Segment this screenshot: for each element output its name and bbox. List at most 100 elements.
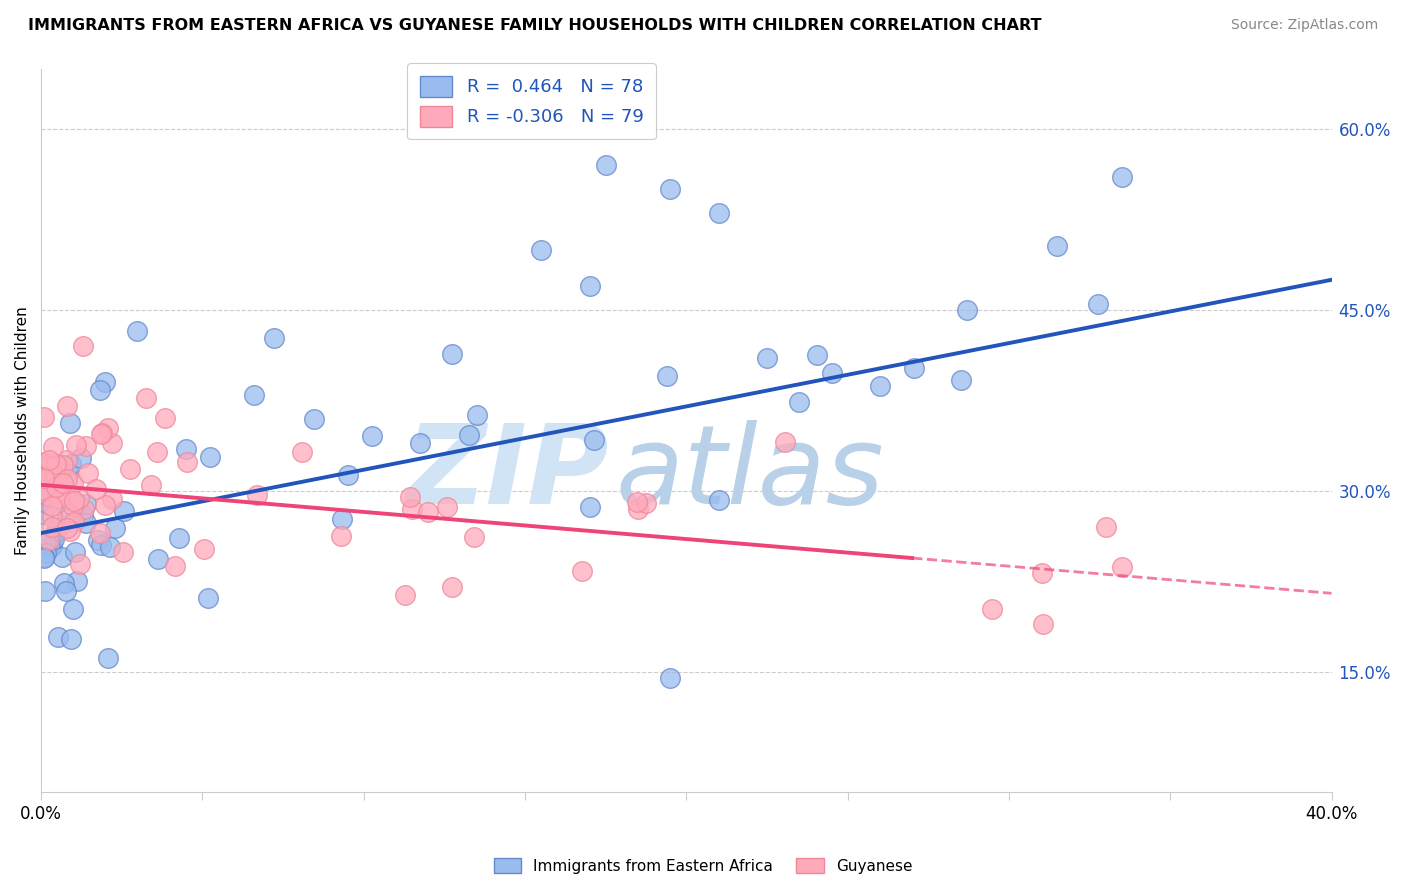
Point: [409, 435, 432, 450]
Point: [578, 278, 600, 293]
Text: IMMIGRANTS FROM EASTERN AFRICA VS GUYANESE FAMILY HOUSEHOLDS WITH CHILDREN CORRE: IMMIGRANTS FROM EASTERN AFRICA VS GUYANE…: [28, 18, 1042, 33]
Point: [34, 584, 56, 599]
Point: [60, 457, 83, 471]
Point: [51, 549, 73, 564]
Point: [463, 530, 485, 544]
Point: [436, 500, 458, 514]
Point: [77, 466, 100, 480]
Point: [820, 367, 842, 381]
Point: [530, 243, 553, 257]
Point: [67, 497, 90, 511]
Point: [627, 502, 650, 516]
Point: [465, 408, 488, 422]
Point: [58, 466, 80, 480]
Point: [41, 519, 63, 533]
Point: [1111, 170, 1133, 185]
Y-axis label: Family Households with Children: Family Households with Children: [15, 306, 30, 555]
Point: [756, 351, 779, 366]
Point: [41, 472, 63, 486]
Point: [89, 525, 111, 540]
Point: [35, 534, 58, 549]
Point: [440, 347, 463, 361]
Point: [39, 456, 62, 470]
Point: [806, 348, 828, 362]
Point: [98, 540, 121, 554]
Point: [125, 324, 148, 338]
Point: [90, 426, 112, 441]
Point: [38, 470, 60, 484]
Point: [45, 480, 67, 494]
Point: [38, 453, 60, 467]
Point: [198, 450, 221, 464]
Point: [103, 520, 125, 534]
Point: [59, 510, 82, 524]
Point: [193, 541, 215, 556]
Point: [34, 455, 56, 469]
Point: [60, 632, 83, 647]
Point: [956, 302, 979, 317]
Point: [1087, 296, 1109, 310]
Text: Source: ZipAtlas.com: Source: ZipAtlas.com: [1230, 18, 1378, 32]
Point: [44, 526, 66, 541]
Point: [59, 524, 82, 538]
Point: [63, 515, 86, 529]
Point: [418, 505, 440, 519]
Point: [94, 498, 117, 512]
Point: [707, 206, 730, 220]
Point: [42, 471, 65, 485]
Point: [169, 531, 191, 545]
Point: [174, 442, 197, 457]
Point: [87, 533, 110, 548]
Point: [89, 383, 111, 397]
Point: [329, 528, 352, 542]
Point: [263, 331, 285, 345]
Point: [45, 457, 67, 471]
Point: [75, 516, 97, 530]
Point: [135, 391, 157, 405]
Legend: Immigrants from Eastern Africa, Guyanese: Immigrants from Eastern Africa, Guyanese: [488, 852, 918, 880]
Point: [44, 491, 66, 506]
Point: [55, 584, 77, 599]
Point: [595, 158, 617, 172]
Point: [869, 378, 891, 392]
Point: [1111, 559, 1133, 574]
Point: [65, 438, 87, 452]
Point: [42, 440, 65, 454]
Point: [176, 455, 198, 469]
Point: [34, 470, 56, 484]
Point: [949, 373, 972, 387]
Point: [440, 580, 463, 594]
Point: [38, 533, 60, 547]
Point: [903, 360, 925, 375]
Point: [56, 507, 79, 521]
Point: [659, 182, 682, 196]
Point: [360, 429, 382, 443]
Point: [48, 491, 70, 505]
Point: [101, 491, 124, 506]
Point: [1032, 617, 1054, 632]
Point: [45, 485, 67, 500]
Point: [146, 551, 169, 566]
Point: [773, 434, 796, 449]
Point: [398, 490, 420, 504]
Point: [657, 368, 679, 383]
Point: [56, 521, 79, 535]
Point: [153, 410, 176, 425]
Point: [34, 507, 56, 521]
Point: [302, 412, 325, 426]
Point: [578, 500, 600, 514]
Point: [45, 470, 67, 484]
Point: [401, 502, 423, 516]
Point: [34, 410, 56, 425]
Point: [66, 574, 89, 589]
Point: [146, 445, 169, 459]
Point: [41, 510, 63, 524]
Point: [112, 504, 135, 518]
Point: [91, 426, 114, 441]
Point: [73, 501, 96, 516]
Point: [72, 339, 94, 353]
Point: [139, 478, 162, 492]
Point: [70, 450, 93, 465]
Point: [69, 558, 91, 572]
Point: [56, 472, 79, 486]
